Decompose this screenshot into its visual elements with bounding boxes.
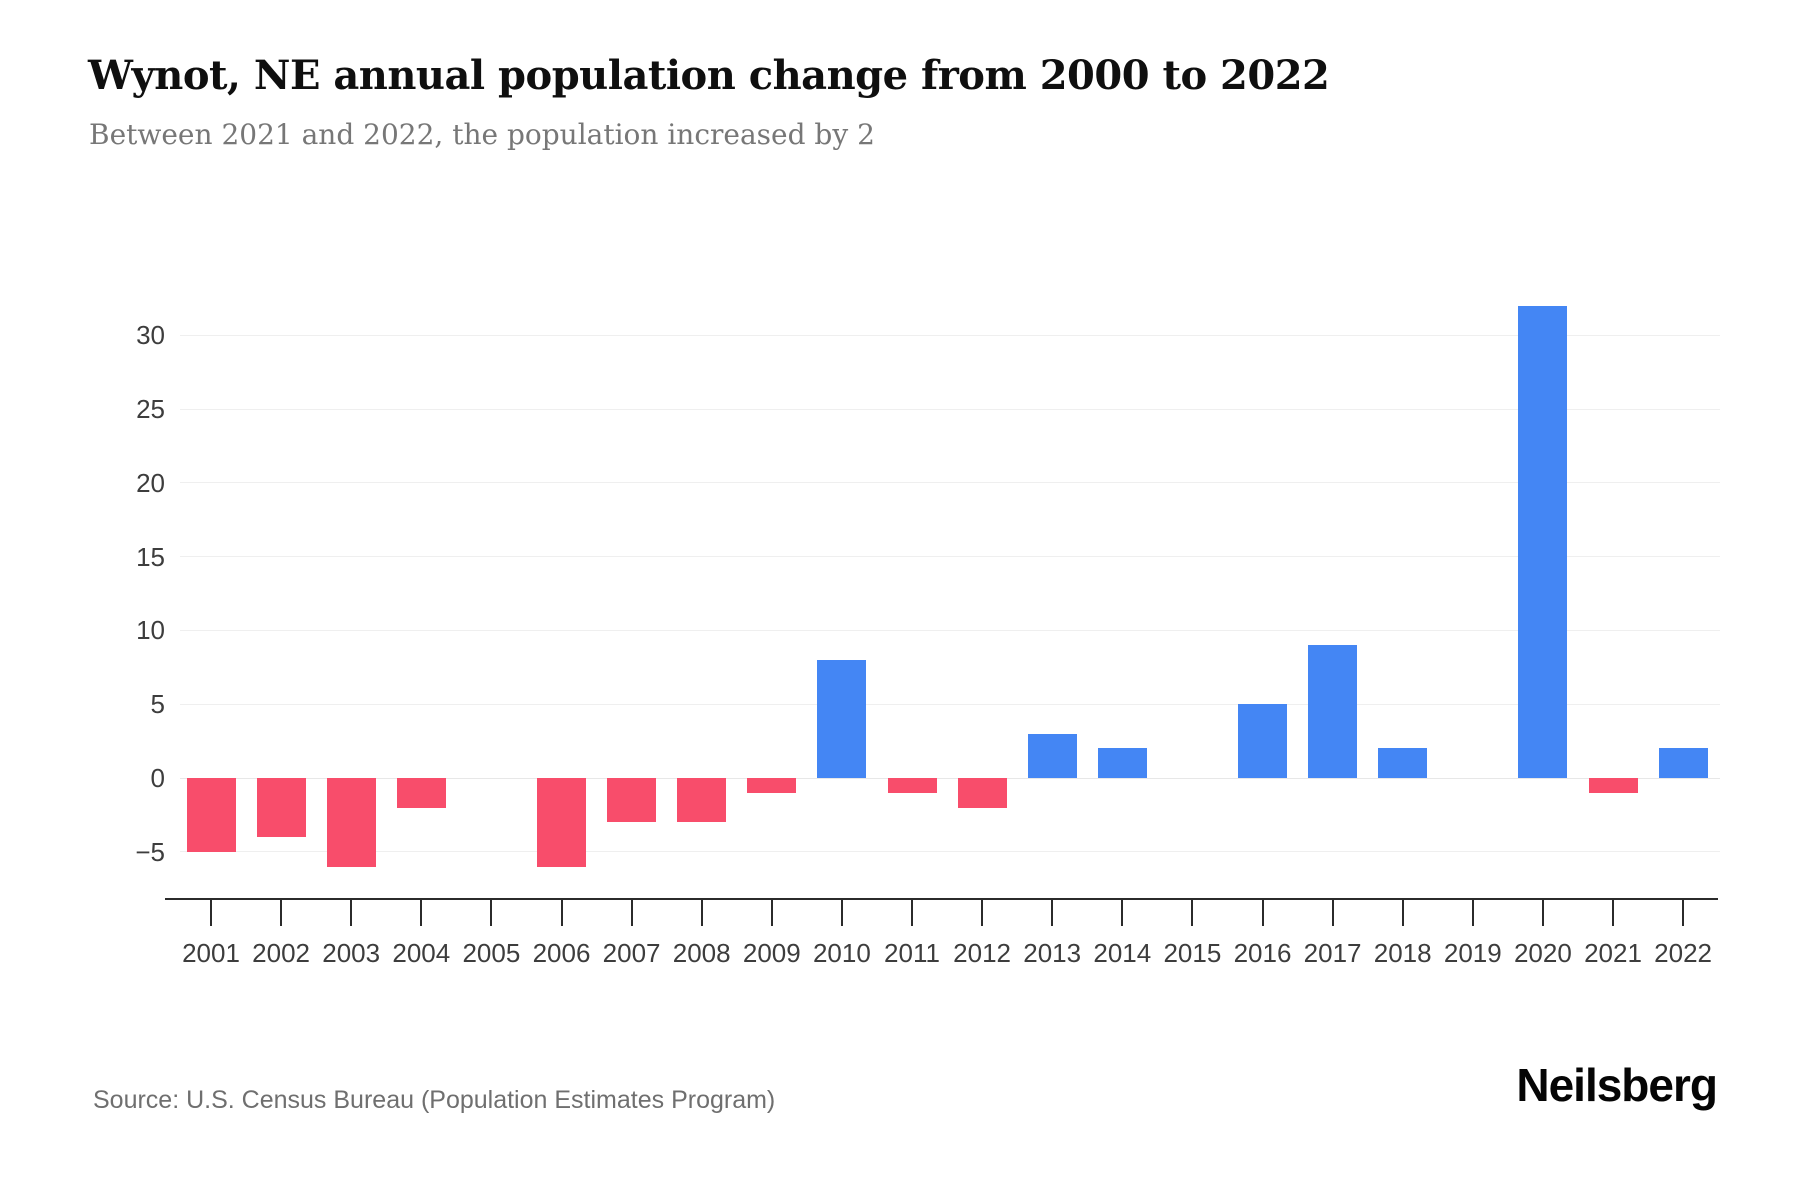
bar-2003 [326, 778, 376, 867]
x-axis-label-2018: 2018 [1373, 938, 1432, 968]
x-tick-2012 [981, 900, 984, 926]
x-axis-label-2001: 2001 [182, 938, 240, 968]
bar-2018 [1378, 748, 1428, 778]
gridline-30 [180, 334, 1720, 336]
chart-subtitle: Between 2021 and 2022, the population in… [89, 118, 875, 151]
bar-2016 [1238, 704, 1287, 778]
bar-2008 [677, 778, 727, 823]
x-axis-label-2005: 2005 [462, 938, 521, 968]
gridline-5 [180, 703, 1720, 705]
x-tick-2005 [490, 900, 493, 926]
y-axis-label--5: −5 [135, 836, 165, 867]
bar-2009 [747, 778, 797, 793]
x-axis-label-2022: 2022 [1654, 938, 1713, 968]
neilsberg-logo: Neilsberg [1516, 1059, 1718, 1111]
x-tick-2009 [770, 900, 773, 926]
x-axis-label-2012: 2012 [953, 938, 1012, 968]
x-tick-2015 [1191, 900, 1194, 926]
x-tick-2019 [1471, 900, 1474, 926]
x-tick-2014 [1121, 900, 1124, 926]
x-axis-label-2014: 2014 [1093, 938, 1152, 968]
x-tick-2022 [1682, 900, 1685, 926]
bar-2010 [817, 659, 867, 778]
x-axis-label-2006: 2006 [532, 938, 591, 968]
gridline-10 [180, 629, 1720, 631]
y-axis-label-5: 5 [150, 689, 165, 720]
x-axis-label-2020: 2020 [1513, 938, 1572, 968]
x-tick-2006 [560, 900, 563, 926]
x-tick-2017 [1331, 900, 1334, 926]
x-axis-label-2010: 2010 [812, 938, 871, 968]
x-tick-2002 [280, 900, 283, 926]
bar-2021 [1588, 778, 1638, 793]
gridline-15 [180, 556, 1720, 558]
bar-2014 [1097, 748, 1147, 778]
bar-2022 [1658, 748, 1708, 778]
x-tick-2016 [1261, 900, 1264, 926]
bar-2013 [1027, 733, 1077, 778]
x-axis-label-2019: 2019 [1443, 938, 1502, 968]
x-axis-label-2021: 2021 [1584, 938, 1642, 968]
x-axis-label-2002: 2002 [252, 938, 311, 968]
bar-2007 [607, 778, 657, 823]
x-axis-label-2016: 2016 [1233, 938, 1292, 968]
bar-2004 [396, 778, 446, 808]
x-tick-2010 [840, 900, 843, 926]
x-axis-label-2013: 2013 [1023, 938, 1082, 968]
source-note: Source: U.S. Census Bureau (Population E… [93, 1086, 776, 1114]
x-axis-line [165, 898, 1718, 900]
x-axis-label-2017: 2017 [1303, 938, 1362, 968]
x-tick-2008 [700, 900, 703, 926]
x-tick-2018 [1401, 900, 1404, 926]
gridline-0 [180, 777, 1720, 779]
x-axis-label-2003: 2003 [322, 938, 381, 968]
x-tick-2021 [1612, 900, 1614, 926]
chart-title: Wynot, NE annual population change from … [88, 52, 1330, 99]
y-axis-label-30: 30 [136, 320, 165, 351]
bar-2006 [537, 778, 586, 867]
x-tick-2004 [420, 900, 423, 926]
x-tick-2003 [350, 900, 353, 926]
y-axis-label-10: 10 [136, 615, 165, 646]
bar-2011 [887, 778, 937, 793]
x-tick-2007 [630, 900, 633, 926]
bar-2001 [186, 778, 236, 852]
bar-2012 [957, 778, 1007, 808]
x-axis-label-2008: 2008 [672, 938, 731, 968]
bar-2020 [1518, 305, 1568, 778]
x-axis-label-2011: 2011 [884, 938, 940, 968]
x-tick-2001 [210, 900, 212, 926]
y-axis-label-20: 20 [136, 467, 165, 498]
x-axis-label-2009: 2009 [742, 938, 801, 968]
y-axis-label-0: 0 [150, 763, 165, 793]
y-axis-label-15: 15 [136, 541, 165, 572]
gridline--5 [180, 851, 1720, 853]
x-tick-2013 [1051, 900, 1054, 926]
x-tick-2020 [1541, 900, 1544, 926]
x-tick-2011 [911, 900, 913, 926]
bar-2017 [1308, 645, 1358, 778]
x-axis-label-2004: 2004 [392, 938, 451, 968]
x-axis-label-2015: 2015 [1163, 938, 1222, 968]
bar-2002 [256, 778, 306, 838]
gridline-20 [180, 482, 1720, 484]
gridline-25 [180, 408, 1720, 410]
y-axis-label-25: 25 [136, 394, 165, 424]
x-axis-label-2007: 2007 [602, 938, 661, 968]
